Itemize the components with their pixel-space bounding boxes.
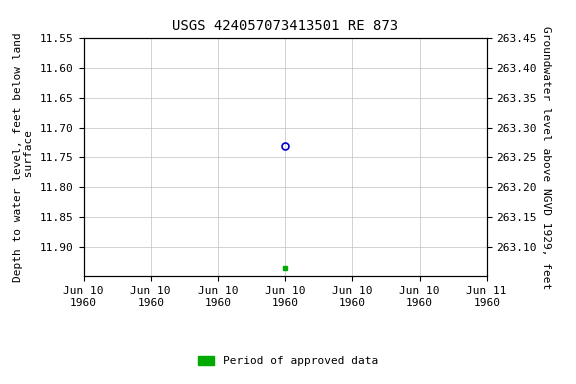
Y-axis label: Depth to water level, feet below land
 surface: Depth to water level, feet below land su… [13,33,35,282]
Title: USGS 424057073413501 RE 873: USGS 424057073413501 RE 873 [172,19,398,33]
Y-axis label: Groundwater level above NGVD 1929, feet: Groundwater level above NGVD 1929, feet [541,26,551,289]
Legend: Period of approved data: Period of approved data [193,352,383,371]
